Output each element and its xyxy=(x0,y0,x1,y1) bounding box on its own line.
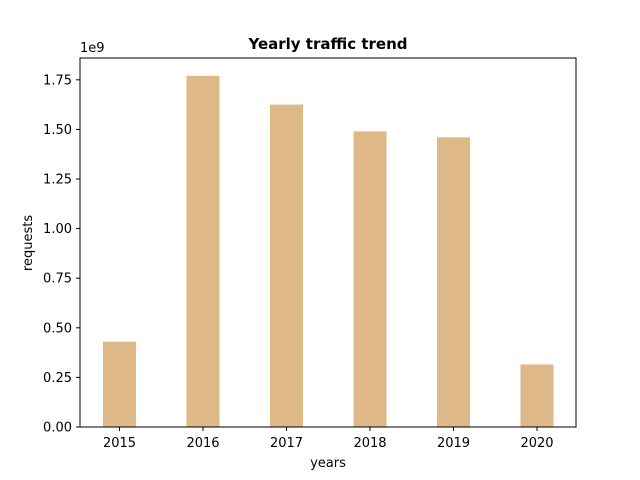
x-tick-label: 2016 xyxy=(186,436,219,451)
x-tick-label: 2017 xyxy=(270,436,303,451)
y-axis-ticks: 0.00 0.25 0.50 0.75 1.00 1.25 1.50 1.75 xyxy=(43,73,80,436)
bar-2019 xyxy=(437,137,470,427)
y-tick-label: 0.50 xyxy=(43,321,72,336)
x-tick-label: 2020 xyxy=(520,436,553,451)
y-tick-label: 1.75 xyxy=(43,73,72,88)
y-tick-label: 1.00 xyxy=(43,222,72,237)
y-tick-label: 0.75 xyxy=(43,272,72,287)
bar-2020 xyxy=(520,364,554,427)
y-axis-offset-label: 1e9 xyxy=(80,41,105,56)
x-axis-label: years xyxy=(310,456,346,471)
bar-2015 xyxy=(103,341,136,427)
y-tick-label: 0.25 xyxy=(43,371,72,386)
x-tick-label: 2018 xyxy=(353,436,386,451)
bar-2016 xyxy=(186,75,220,427)
y-tick-label: 1.50 xyxy=(43,123,72,138)
y-tick-label: 1.25 xyxy=(43,173,72,188)
x-tick-label: 2019 xyxy=(437,436,470,451)
plot-frame xyxy=(79,57,577,428)
x-tick-label: 2015 xyxy=(103,436,136,451)
y-tick-label: 0.00 xyxy=(43,421,72,436)
bars-group xyxy=(103,75,554,428)
bar-2017 xyxy=(270,104,303,428)
bar-2018 xyxy=(353,131,387,427)
chart-title: Yearly traffic trend xyxy=(247,35,407,53)
y-axis-label: requests xyxy=(21,215,36,271)
x-axis-ticks: 2015 2016 2017 2018 2019 2020 xyxy=(103,427,554,451)
